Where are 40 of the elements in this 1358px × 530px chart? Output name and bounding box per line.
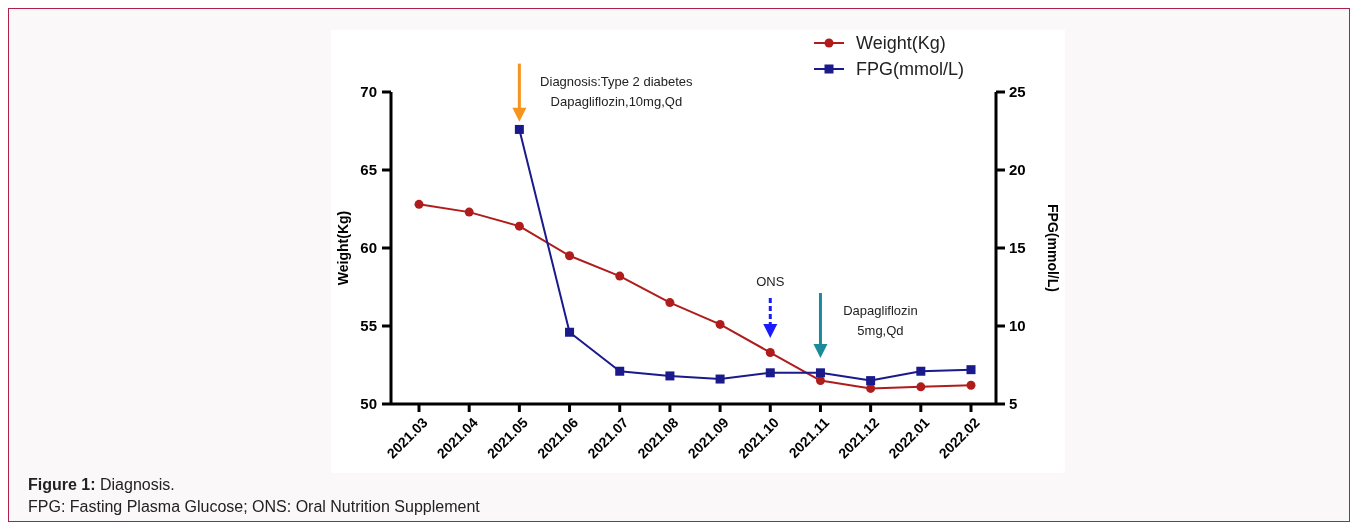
y-axis-title: Weight(Kg) <box>335 210 351 286</box>
legend-label: FPG(mmol/L) <box>856 59 964 80</box>
point <box>464 207 474 217</box>
point <box>966 365 976 375</box>
annotation: Dapagliflozin 5mg,Qd <box>843 303 918 338</box>
point <box>966 380 976 390</box>
point <box>715 374 725 384</box>
legend-label: Weight(Kg) <box>856 33 946 54</box>
y-tick-label: 70 <box>360 83 377 101</box>
point <box>665 298 675 308</box>
annotation: ONS <box>756 274 785 289</box>
point <box>815 368 825 378</box>
y2-axis-title: FPG(mmol/L) <box>1045 204 1061 292</box>
y2-tick-label: 20 <box>1009 161 1026 179</box>
point <box>715 319 725 329</box>
y-tick-label: 60 <box>360 239 377 257</box>
point <box>514 124 524 134</box>
point <box>615 366 625 376</box>
point <box>815 376 825 386</box>
y-tick-label: 65 <box>360 161 377 179</box>
y2-tick-label: 10 <box>1009 317 1026 335</box>
point <box>916 382 926 392</box>
annotation: Diagnosis:Type 2 diabetes Dapagliflozin,10mg,Qd <box>540 73 694 109</box>
y-tick-label: 50 <box>360 395 377 413</box>
point <box>765 368 775 378</box>
point <box>866 376 876 386</box>
point <box>665 371 675 381</box>
text: FPG: Fasting Plasma Glucose; ONS: Oral Nutrition Supplement <box>28 498 481 515</box>
y2-tick-label: 25 <box>1009 83 1026 101</box>
y2-tick-label: 15 <box>1009 239 1026 257</box>
point <box>414 199 424 209</box>
point <box>615 271 625 281</box>
point <box>765 348 775 358</box>
y2-tick-label: 5 <box>1009 395 1018 413</box>
text: Figure 1: Diagnosis. <box>28 476 175 493</box>
point <box>565 327 575 337</box>
point <box>565 251 575 261</box>
y-tick-label: 55 <box>360 317 377 335</box>
point <box>916 366 926 376</box>
point <box>514 221 524 231</box>
